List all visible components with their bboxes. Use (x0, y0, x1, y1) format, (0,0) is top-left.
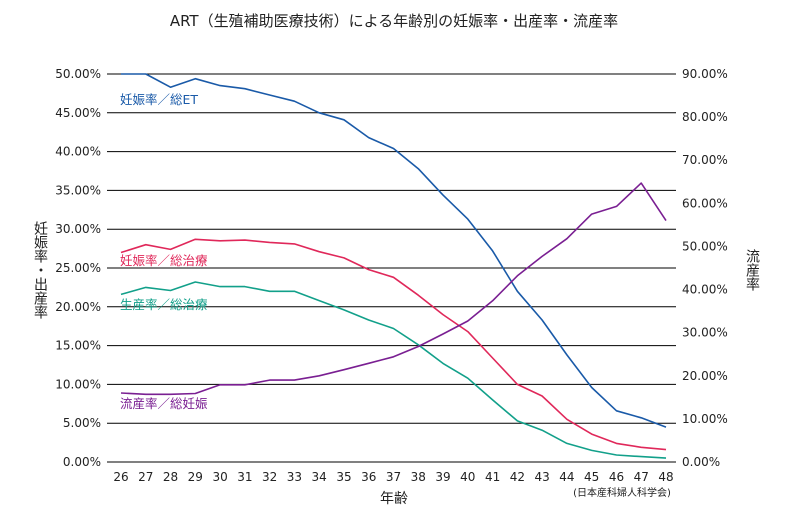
y-right-tick-label: 50.00% (682, 239, 728, 253)
series-line-2 (120, 281, 667, 459)
series-line-3 (120, 182, 667, 396)
y-right-tick-label: 60.00% (682, 196, 728, 210)
y-left-tick-label: 20.00% (55, 300, 101, 314)
x-tick-label: 40 (460, 470, 475, 484)
x-tick-label: 37 (386, 470, 401, 484)
x-tick-label: 35 (336, 470, 351, 484)
y-right-tick-label: 20.00% (682, 369, 728, 383)
x-tick-label: 46 (609, 470, 624, 484)
y-left-tick-label: 15.00% (55, 339, 101, 353)
y-left-tick-label: 25.00% (55, 261, 101, 275)
x-tick-label: 38 (411, 470, 426, 484)
x-axis-label: 年齢 (380, 491, 408, 507)
x-tick-label: 27 (138, 470, 153, 484)
series-label-0: 妊娠率／総ET (120, 92, 198, 107)
y-left-tick-label: 0.00% (63, 455, 101, 469)
y-right-tick-label: 40.00% (682, 283, 728, 297)
x-tick-label: 48 (658, 470, 673, 484)
series-layer (120, 73, 667, 459)
x-tick-label: 41 (485, 470, 500, 484)
x-tick-label: 47 (634, 470, 649, 484)
y-right-tick-label: 70.00% (682, 153, 728, 167)
x-tick-label: 26 (113, 470, 128, 484)
x-tick-label: 42 (510, 470, 525, 484)
y-left-tick-label: 40.00% (55, 145, 101, 159)
y-right-tick-label: 0.00% (682, 455, 720, 469)
series-label-3: 流産率／総妊娠 (120, 396, 208, 411)
source-note: (日本産科婦人科学会) (573, 486, 671, 499)
x-axis-ticks: 26 27 28 29 30 31 32 33 34 35 36 37 38 39 40 41 42 43 44 45… (113, 470, 673, 484)
x-tick-label: 36 (361, 470, 376, 484)
x-tick-label: 44 (559, 470, 574, 484)
y-left-tick-label: 30.00% (55, 222, 101, 236)
right-axis-ticks: 0.00% 10.00% 20.00% 30.00% 40.00% 50.00% 60.00… (682, 67, 728, 469)
y-right-tick-label: 80.00% (682, 110, 728, 124)
x-tick-label: 43 (534, 470, 549, 484)
y-right-tick-label: 30.00% (682, 326, 728, 340)
x-tick-label: 33 (287, 470, 302, 484)
y-axis-left-label: 妊娠率・出産率 (32, 221, 48, 319)
x-tick-label: 29 (188, 470, 203, 484)
x-tick-label: 39 (435, 470, 450, 484)
left-axis-ticks: 0.00% 5.00% 10.00% 15.00% 20.00% 25.00% 30.00%… (55, 67, 101, 469)
y-left-tick-label: 45.00% (55, 106, 101, 120)
y-right-tick-label: 10.00% (682, 412, 728, 426)
gridlines (107, 73, 676, 463)
x-tick-label: 28 (163, 470, 178, 484)
series-line-0 (121, 73, 667, 428)
y-axis-right-label: 流産率 (744, 249, 760, 291)
y-right-tick-label: 90.00% (682, 67, 728, 81)
y-left-tick-label: 50.00% (55, 67, 101, 81)
series-label-2: 生産率／総治療 (120, 297, 208, 312)
x-tick-label: 45 (584, 470, 599, 484)
series-label-1: 妊娠率／総治療 (120, 253, 208, 268)
x-tick-label: 32 (262, 470, 277, 484)
x-tick-label: 31 (237, 470, 252, 484)
y-left-tick-label: 35.00% (55, 183, 101, 197)
y-left-tick-label: 5.00% (63, 416, 101, 430)
series-line-1 (120, 238, 667, 451)
y-left-tick-label: 10.00% (55, 377, 101, 391)
x-tick-label: 34 (312, 470, 327, 484)
x-tick-label: 30 (212, 470, 227, 484)
chart-title: ART（生殖補助医療技術）による年齢別の妊娠率・出産率・流産率 (170, 12, 618, 30)
